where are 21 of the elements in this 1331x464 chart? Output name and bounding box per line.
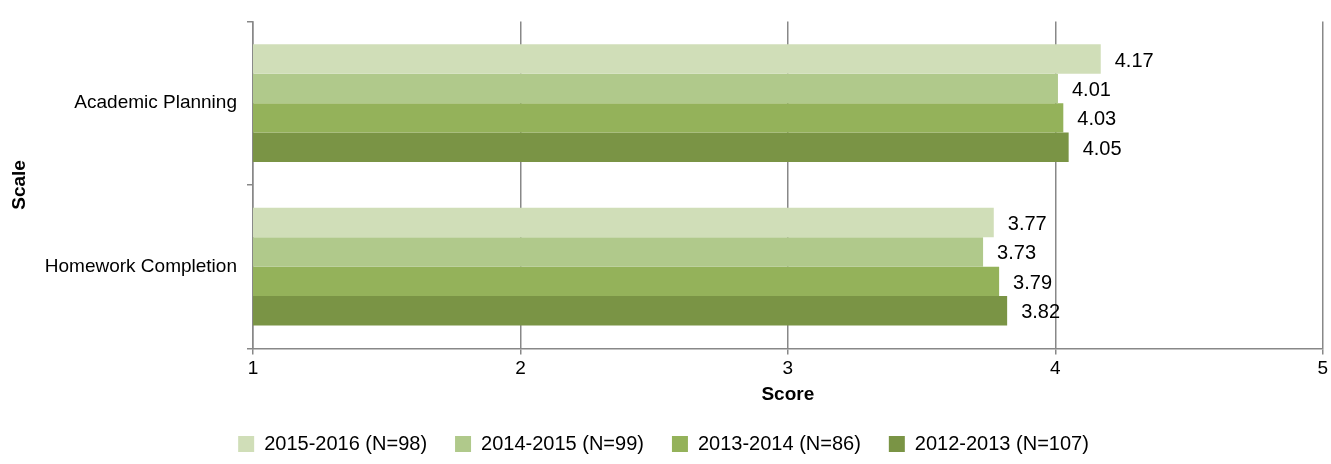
x-axis-title: Score	[761, 382, 815, 404]
y-tick-label: Homework Completion	[44, 254, 237, 276]
x-tick-label: 4	[1049, 357, 1061, 379]
data-label: 3.79	[1013, 270, 1053, 293]
data-label: 3.82	[1021, 300, 1061, 323]
x-tick-label: 1	[247, 357, 259, 379]
data-label: 3.73	[997, 241, 1037, 264]
data-label: 4.03	[1077, 107, 1117, 130]
legend-label: 2013-2014 (N=86)	[697, 431, 861, 454]
data-label: 4.01	[1071, 77, 1111, 100]
data-label: 3.77	[1007, 212, 1047, 235]
legend-label: 2014-2015 (N=99)	[481, 431, 644, 454]
data-label: 4.17	[1114, 48, 1154, 71]
x-tick-label: 2	[515, 357, 526, 379]
y-tick-label: Academic Planning	[74, 91, 237, 113]
legend-label: 2015-2016 (N=98)	[264, 431, 428, 454]
x-tick-label: 5	[1317, 357, 1329, 379]
data-label: 4.05	[1082, 136, 1122, 159]
legend-label: 2012-2013 (N=107)	[914, 431, 1089, 454]
y-axis-title: Scale	[7, 160, 29, 210]
x-tick-label: 3	[782, 357, 794, 379]
